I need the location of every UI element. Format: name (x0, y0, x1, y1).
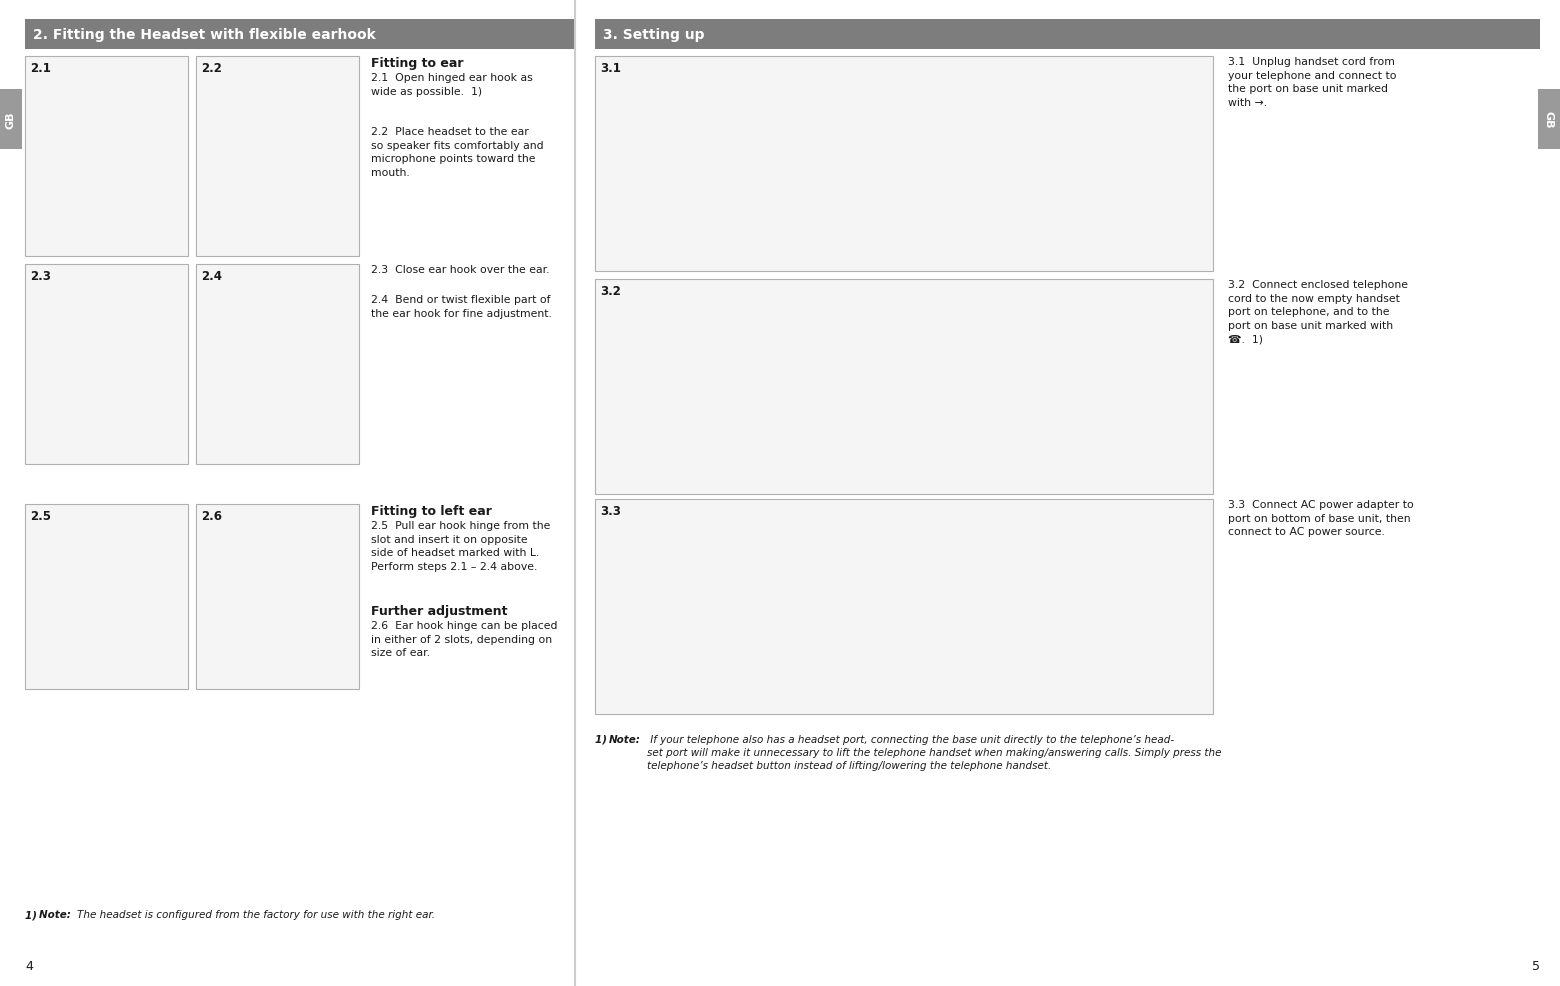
Text: 3.2  Connect enclosed telephone
cord to the now empty handset
port on telephone,: 3.2 Connect enclosed telephone cord to t… (1228, 280, 1409, 344)
Text: 2.2: 2.2 (201, 62, 222, 75)
Text: 2.6: 2.6 (201, 510, 222, 523)
Text: Fitting to ear: Fitting to ear (371, 57, 463, 70)
Bar (594, 20, 1540, 50)
Text: 2.3: 2.3 (30, 270, 51, 283)
Bar (25, 264, 189, 464)
Text: 2. Fitting the Headset with flexible earhook: 2. Fitting the Headset with flexible ear… (33, 28, 376, 42)
Text: 2.3  Close ear hook over the ear.: 2.3 Close ear hook over the ear. (371, 264, 549, 275)
Text: 1): 1) (25, 909, 41, 919)
Text: 5: 5 (1532, 959, 1540, 972)
Text: 2.5: 2.5 (30, 510, 51, 523)
Text: 3.2: 3.2 (601, 285, 621, 298)
Bar (1538, 90, 1560, 150)
Text: 3.3  Connect AC power adapter to
port on bottom of base unit, then
connect to AC: 3.3 Connect AC power adapter to port on … (1228, 500, 1413, 536)
Text: If your telephone also has a headset port, connecting the base unit directly to : If your telephone also has a headset por… (647, 735, 1221, 771)
Bar (25, 57, 189, 256)
Text: GB: GB (1544, 111, 1554, 128)
Text: 4: 4 (25, 959, 33, 972)
Text: 1): 1) (594, 735, 610, 744)
Text: 3.3: 3.3 (601, 505, 621, 518)
Text: 2.6  Ear hook hinge can be placed
in either of 2 slots, depending on
size of ear: 2.6 Ear hook hinge can be placed in eith… (371, 620, 557, 658)
Text: The headset is configured from the factory for use with the right ear.: The headset is configured from the facto… (76, 909, 435, 919)
Bar (197, 57, 359, 256)
Bar (197, 505, 359, 689)
Text: 3.1: 3.1 (601, 62, 621, 75)
Bar (594, 280, 1214, 495)
Text: 2.1  Open hinged ear hook as
wide as possible.  1): 2.1 Open hinged ear hook as wide as poss… (371, 73, 534, 97)
Text: Fitting to left ear: Fitting to left ear (371, 505, 491, 518)
Text: GB: GB (6, 111, 16, 128)
Text: 2.2  Place headset to the ear
so speaker fits comfortably and
microphone points : 2.2 Place headset to the ear so speaker … (371, 127, 543, 177)
Bar (25, 505, 189, 689)
Text: 3.1  Unplug handset cord from
your telephone and connect to
the port on base uni: 3.1 Unplug handset cord from your teleph… (1228, 57, 1396, 107)
Bar (594, 57, 1214, 272)
Text: Note:: Note: (39, 909, 75, 919)
Text: Further adjustment: Further adjustment (371, 604, 507, 617)
Bar (25, 20, 576, 50)
Bar (594, 500, 1214, 714)
Text: 2.4  Bend or twist flexible part of
the ear hook for fine adjustment.: 2.4 Bend or twist flexible part of the e… (371, 295, 552, 318)
Bar (197, 264, 359, 464)
Text: 2.1: 2.1 (30, 62, 51, 75)
Bar (0, 90, 22, 150)
Text: 3. Setting up: 3. Setting up (604, 28, 705, 42)
Text: Note:: Note: (608, 735, 641, 744)
Text: 2.5  Pull ear hook hinge from the
slot and insert it on opposite
side of headset: 2.5 Pull ear hook hinge from the slot an… (371, 521, 551, 571)
Text: 2.4: 2.4 (201, 270, 222, 283)
